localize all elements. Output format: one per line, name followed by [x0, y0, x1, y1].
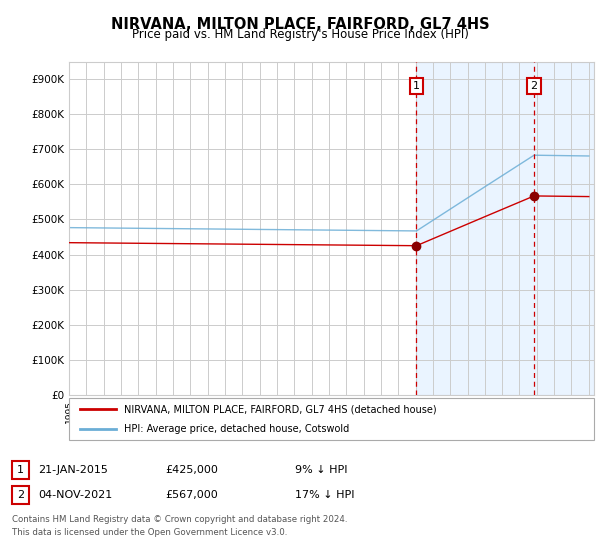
Text: £425,000: £425,000: [165, 465, 218, 475]
FancyBboxPatch shape: [12, 486, 29, 505]
Text: 17% ↓ HPI: 17% ↓ HPI: [295, 490, 355, 500]
FancyBboxPatch shape: [12, 461, 29, 479]
Text: 21-JAN-2015: 21-JAN-2015: [38, 465, 108, 475]
Text: 1: 1: [413, 81, 420, 91]
Text: £567,000: £567,000: [165, 490, 218, 500]
Text: 2: 2: [17, 490, 24, 500]
Text: 04-NOV-2021: 04-NOV-2021: [38, 490, 112, 500]
Bar: [416, 62, 594, 395]
Text: Price paid vs. HM Land Registry's House Price Index (HPI): Price paid vs. HM Land Registry's House …: [131, 28, 469, 41]
Text: 2: 2: [530, 81, 538, 91]
Text: Contains HM Land Registry data © Crown copyright and database right 2024.
This d: Contains HM Land Registry data © Crown c…: [12, 515, 347, 537]
Text: NIRVANA, MILTON PLACE, FAIRFORD, GL7 4HS: NIRVANA, MILTON PLACE, FAIRFORD, GL7 4HS: [110, 17, 490, 32]
Text: 9% ↓ HPI: 9% ↓ HPI: [295, 465, 347, 475]
Text: NIRVANA, MILTON PLACE, FAIRFORD, GL7 4HS (detached house): NIRVANA, MILTON PLACE, FAIRFORD, GL7 4HS…: [124, 404, 437, 414]
Text: 1: 1: [17, 465, 24, 475]
Text: HPI: Average price, detached house, Cotswold: HPI: Average price, detached house, Cots…: [124, 424, 349, 434]
